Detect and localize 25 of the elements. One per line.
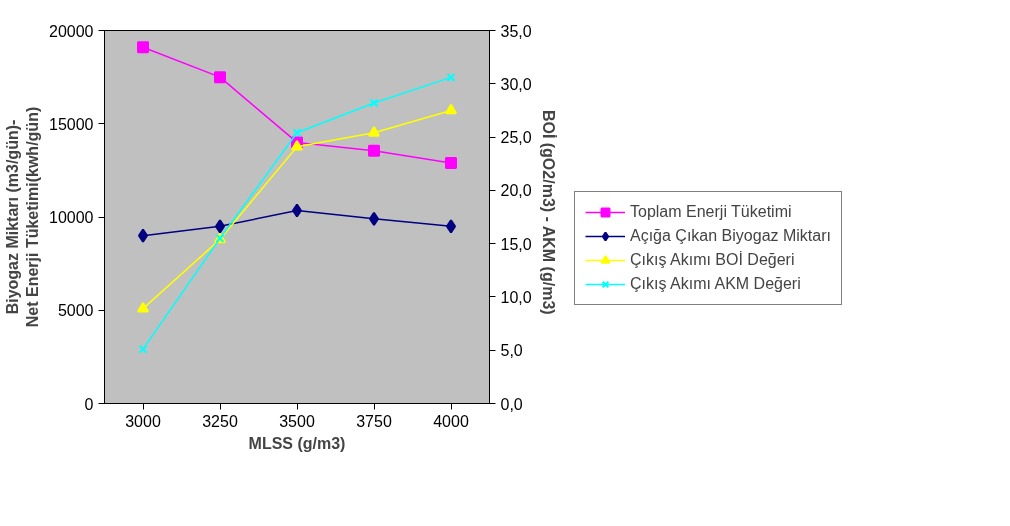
y2-tick-label: 30,0 (500, 75, 532, 93)
x-axis-title: MLSS (g/m3) (248, 434, 346, 452)
y-tick-label: 15000 (49, 115, 94, 133)
y2-tick-label: 35,0 (500, 22, 532, 40)
x-tick-label: 3000 (125, 412, 161, 430)
y-tick-label: 20000 (49, 22, 94, 40)
y-tick-label: 0 (84, 395, 94, 413)
x-tick-label: 3500 (279, 412, 315, 430)
y-tick-label: 10000 (49, 209, 94, 226)
x-tick-label: 3750 (356, 412, 392, 430)
y-axis-title: Biyogaz Miktarı (m3/gün)- Net Enerji Tüketimi(kwh/gün) (3, 106, 42, 328)
y2-tick-label: 5,0 (500, 342, 523, 360)
legend-label: Açığa Çıkan Biyogaz Miktarı (630, 226, 831, 245)
legend-label: Çıkış Akımı BOİ Değeri (630, 250, 795, 269)
x-tick-label: 3250 (202, 412, 238, 430)
legend-label: Çıkış Akımı AKM Değeri (630, 274, 801, 293)
y2-tick-label: 10,0 (500, 288, 532, 306)
y2-tick-label: 25,0 (500, 129, 532, 147)
y2-tick-label: 15,0 (500, 235, 532, 253)
y-tick-label: 5000 (57, 302, 94, 320)
legend-label: Toplam Enerji Tüketimi (630, 202, 792, 221)
y2-tick-label: 0,0 (500, 395, 523, 413)
y2-tick-label: 20,0 (500, 182, 532, 200)
y2-axis-title: BOİ (gO2/m3) - AKM (g/m3) (539, 109, 557, 315)
x-tick-label: 4000 (433, 412, 469, 430)
